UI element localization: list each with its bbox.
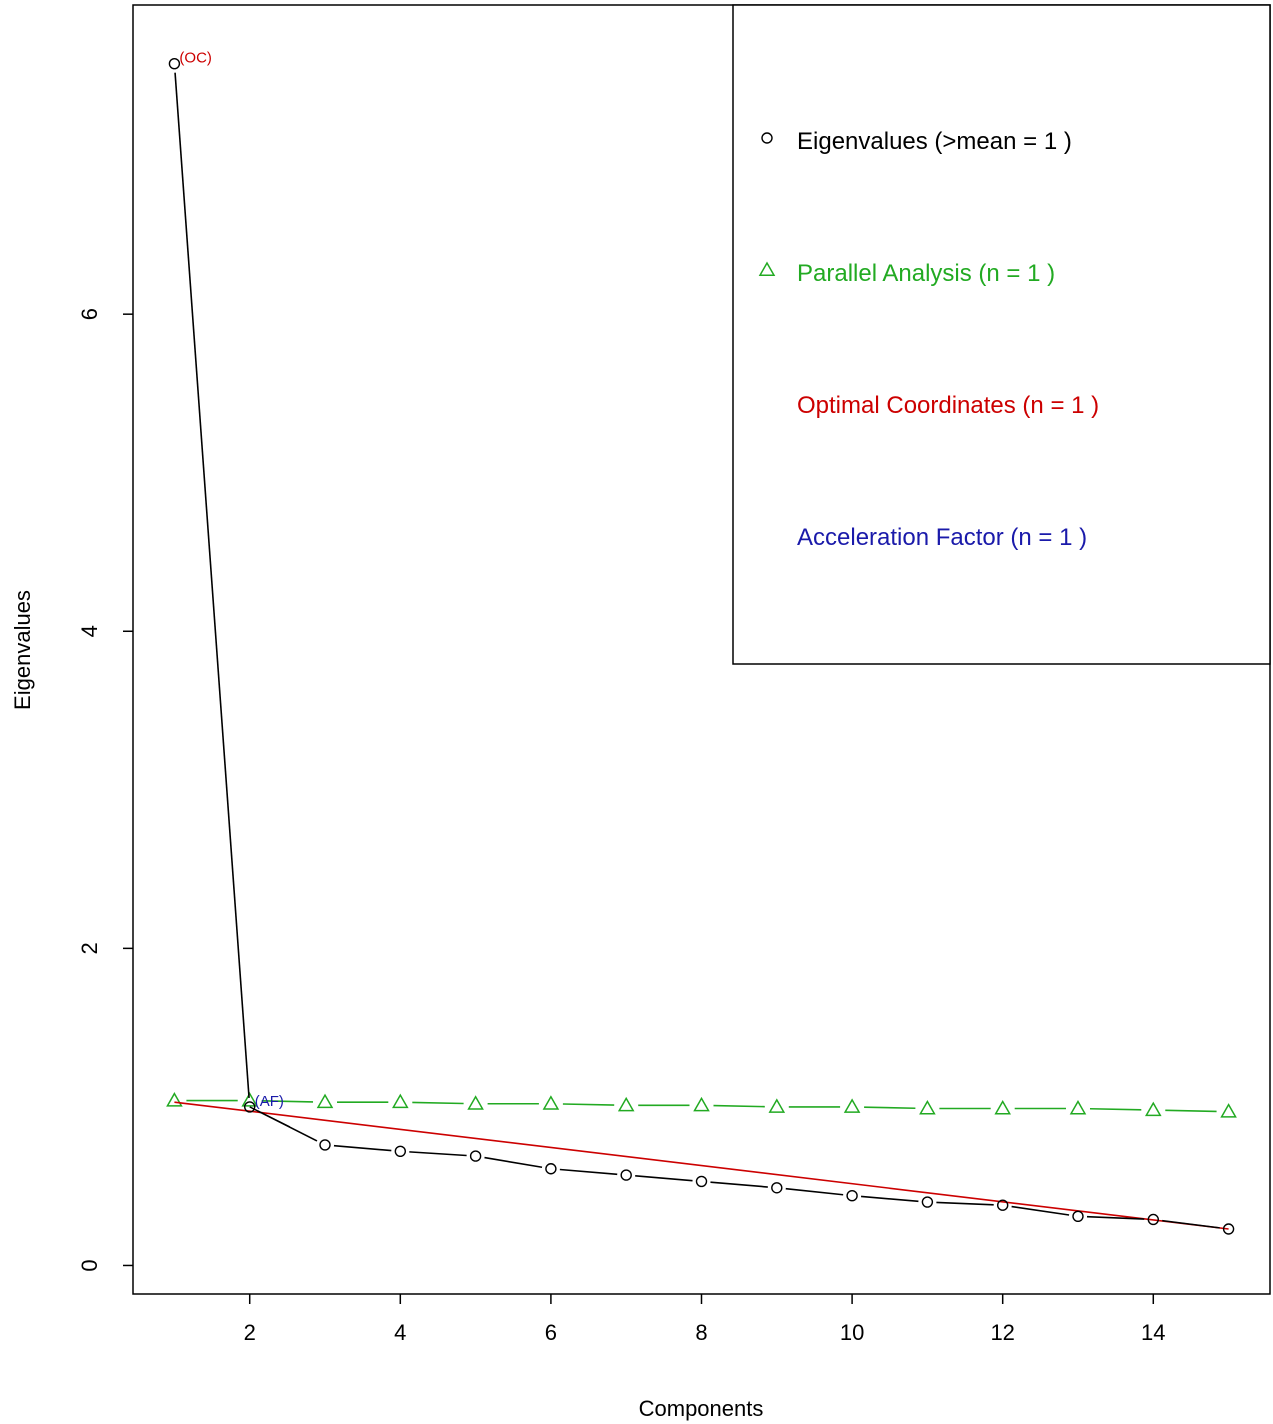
legend-triangle-icon: [758, 261, 776, 276]
acceleration-segment: [249, 1106, 291, 1128]
parallel-point: [166, 1092, 183, 1107]
eigenvalue-point: [695, 1175, 708, 1188]
eigenvalue-point: [469, 1150, 482, 1162]
x-tick-label: 14: [1141, 1320, 1165, 1345]
eigenvalue-point: [996, 1199, 1009, 1211]
y-tick-label: 2: [77, 942, 102, 954]
parallel-point: [919, 1099, 936, 1115]
legend-entry-label: Acceleration Factor (n = 1 ): [797, 524, 1087, 551]
legend: Eigenvalues (>mean = 1 ) Parallel Analysi…: [758, 128, 1099, 551]
eigenvalue-line-segment: [710, 1181, 768, 1188]
eigenvalue-line-segment: [860, 1195, 919, 1203]
eigenvalue-line-segment: [1162, 1219, 1220, 1229]
annotation-label: (OC): [179, 50, 212, 67]
eigenvalue-point: [545, 1163, 557, 1175]
parallel-point: [241, 1092, 259, 1107]
eigenvalue-point: [846, 1189, 858, 1202]
parallel-line-segment: [1089, 1107, 1142, 1111]
eigenvalue-line-segment: [785, 1187, 844, 1196]
eigenvalue-line-segment: [559, 1168, 618, 1176]
eigenvalue-line-segment: [174, 72, 250, 1098]
parallel-point: [843, 1098, 861, 1113]
eigenvalue-point: [319, 1139, 331, 1151]
parallel-point: [392, 1093, 409, 1109]
series-layer: [166, 57, 1237, 1235]
annotation-layer: (OC) (AF): [179, 50, 283, 1110]
parallel-point: [316, 1093, 334, 1109]
x-tick-label: 6: [545, 1320, 557, 1345]
y-tick-label: 4: [77, 625, 102, 637]
y-tick-label: 0: [77, 1259, 102, 1271]
parallel-point: [467, 1095, 484, 1110]
x-tick-label: 2: [244, 1320, 256, 1345]
parallel-line-segment: [261, 1100, 314, 1103]
eigenvalue-point: [620, 1169, 632, 1181]
eigenvalue-point: [921, 1196, 934, 1208]
optimal-coordinates-line: [174, 1101, 1229, 1230]
eigenvalue-point: [1072, 1210, 1084, 1223]
parallel-line-segment: [412, 1101, 464, 1105]
y-axis: 0 2 4 6: [77, 308, 133, 1272]
parallel-line-segment: [562, 1103, 615, 1106]
eigenvalue-point: [394, 1145, 407, 1158]
eigenvalue-line-segment: [635, 1175, 693, 1182]
annotation-label: (AF): [255, 1093, 284, 1110]
parallel-point: [1144, 1101, 1162, 1117]
x-tick-label: 12: [990, 1320, 1014, 1345]
legend-entry-label: Parallel Analysis (n = 1 ): [797, 260, 1055, 287]
eigenvalue-line-segment: [1011, 1205, 1070, 1216]
parallel-point: [617, 1096, 635, 1112]
parallel-point: [1069, 1099, 1087, 1115]
y-tick-label: 6: [77, 308, 102, 320]
eigenvalue-line-segment: [1086, 1215, 1145, 1220]
x-axis-title: Components: [639, 1396, 764, 1421]
parallel-point: [994, 1099, 1011, 1115]
parallel-point: [768, 1098, 786, 1113]
y-axis-title: Eigenvalues: [10, 590, 35, 710]
legend-entry-label: Optimal Coordinates (n = 1 ): [797, 392, 1099, 419]
eigenvalue-point: [1147, 1213, 1159, 1226]
eigenvalue-point: [1222, 1223, 1235, 1235]
eigenvalue-line-segment: [936, 1201, 994, 1206]
legend-entry-label: Eigenvalues (>mean = 1 ): [797, 128, 1072, 155]
parallel-line-segment: [1165, 1109, 1217, 1113]
parallel-point: [693, 1096, 710, 1112]
parallel-line-segment: [864, 1106, 916, 1110]
x-tick-label: 8: [695, 1320, 707, 1345]
legend-box: [732, 4, 1271, 665]
eigenvalue-point: [244, 1101, 256, 1113]
x-tick-label: 10: [840, 1320, 864, 1345]
eigenvalue-point: [771, 1182, 783, 1194]
parallel-point: [542, 1095, 560, 1110]
legend-circle-icon: [761, 132, 773, 144]
parallel-point: [1220, 1103, 1237, 1118]
parallel-line-segment: [713, 1104, 765, 1108]
x-tick-label: 4: [394, 1320, 406, 1345]
eigenvalue-line-segment: [333, 1144, 392, 1152]
eigenvalue-line-segment: [409, 1151, 467, 1157]
x-axis: 2 4 6 8 10 12 14: [244, 1294, 1166, 1345]
eigenvalue-point: [168, 57, 181, 70]
eigenvalue-line-segment: [484, 1156, 543, 1169]
